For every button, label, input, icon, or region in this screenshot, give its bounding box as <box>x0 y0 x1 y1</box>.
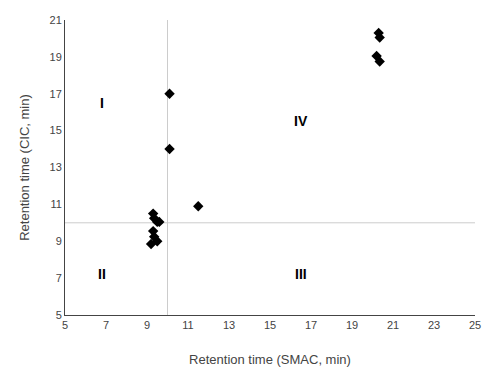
svg-text:25: 25 <box>469 319 481 331</box>
svg-text:21: 21 <box>50 14 62 26</box>
svg-text:19: 19 <box>50 51 62 63</box>
svg-text:11: 11 <box>50 198 61 210</box>
svg-text:Retention time (SMAC, min): Retention time (SMAC, min) <box>189 352 351 367</box>
svg-text:I: I <box>100 95 104 111</box>
svg-text:II: II <box>98 266 106 282</box>
svg-text:19: 19 <box>346 319 358 331</box>
svg-text:III: III <box>295 266 307 282</box>
svg-text:5: 5 <box>62 319 68 331</box>
svg-text:15: 15 <box>50 124 62 136</box>
svg-text:9: 9 <box>56 235 62 247</box>
svg-text:7: 7 <box>56 272 62 284</box>
svg-text:13: 13 <box>50 161 62 173</box>
svg-text:17: 17 <box>305 319 317 331</box>
svg-text:7: 7 <box>103 319 109 331</box>
svg-text:21: 21 <box>387 319 399 331</box>
svg-text:13: 13 <box>223 319 235 331</box>
svg-text:17: 17 <box>50 88 62 100</box>
svg-text:IV: IV <box>294 113 308 129</box>
svg-text:15: 15 <box>264 319 276 331</box>
svg-text:23: 23 <box>428 319 440 331</box>
svg-text:9: 9 <box>144 319 150 331</box>
svg-text:11: 11 <box>182 319 193 331</box>
svg-text:5: 5 <box>56 309 62 321</box>
svg-text:Retention time (CIC, min): Retention time (CIC, min) <box>17 94 32 241</box>
